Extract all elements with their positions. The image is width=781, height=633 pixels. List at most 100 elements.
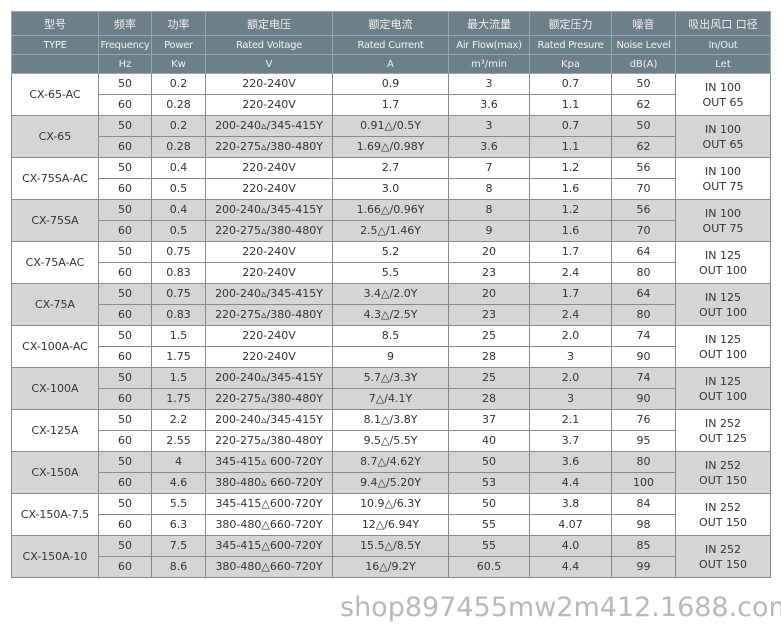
- header-en-cell: Rated Presure: [529, 35, 612, 55]
- rated-current-cell: 1.66△/0.96Y: [332, 199, 449, 221]
- table-row: CX-150A-10 50 7.5 345-415△600-720Y 15.5△/8.5…: [11, 535, 771, 578]
- noise-level-cell: 76: [611, 409, 676, 431]
- frequency-cell: 50: [98, 367, 152, 389]
- air-flow-cell: 7: [448, 157, 530, 179]
- noise-level-cell: 95: [611, 430, 676, 452]
- table-row: 60 6.3 380-480△660-720Y 12△/6.94Y 55 4.07 98: [12, 514, 771, 536]
- port-size: IN 125 OUT 100: [675, 241, 771, 284]
- outlet-size: OUT 150: [699, 557, 747, 571]
- rated-current-cell: 5.7△/3.3Y: [332, 367, 449, 389]
- rated-pressure-cell: 3: [529, 346, 612, 368]
- model-type: CX-150A: [11, 451, 99, 494]
- table-row: 60 0.83 220-275▵/380-480Y 4.3△/2.5Y 23 2.4 80: [12, 304, 771, 326]
- air-flow-cell: 28: [448, 388, 530, 410]
- table-row: 60 1.75 220-275▵/380-480Y 7△/4.1Y 28 3 90: [12, 388, 771, 410]
- rated-voltage-cell: 220-240V: [205, 157, 333, 179]
- table-row: CX-65-AC 50 0.2 220-240V 0.9 3 0.7 50 IN 100 OUT …: [11, 73, 771, 116]
- frequency-cell: 60: [98, 472, 152, 494]
- inlet-size: IN 125: [705, 332, 741, 346]
- rated-voltage-cell: 345-415▵ 600-720Y: [205, 451, 333, 473]
- air-flow-cell: 3: [448, 115, 530, 137]
- model-type: CX-65-AC: [11, 73, 99, 116]
- outlet-size: OUT 100: [699, 263, 747, 277]
- table-row: CX-100A 50 1.5 200-240▵/345-415Y 5.7△/3.3Y 25…: [11, 367, 771, 410]
- rated-pressure-cell: 4.4: [529, 556, 612, 578]
- noise-level-cell: 98: [611, 514, 676, 536]
- header-en-cell: In/Out: [675, 35, 771, 55]
- noise-level-cell: 56: [611, 157, 676, 179]
- air-flow-cell: 50: [448, 493, 530, 515]
- power-cell: 2.2: [151, 409, 206, 431]
- frequency-cell: 60: [98, 346, 152, 368]
- power-cell: 4: [151, 451, 206, 473]
- noise-level-cell: 100: [611, 472, 676, 494]
- frequency-cell: 50: [98, 115, 152, 137]
- inlet-size: IN 100: [705, 206, 741, 220]
- rated-current-cell: 0.91△/0.5Y: [332, 115, 449, 137]
- frequency-cell: 60: [98, 94, 152, 116]
- header-unit-cell: Kw: [151, 54, 206, 74]
- rated-current-cell: 7△/4.1Y: [332, 388, 449, 410]
- power-cell: 0.2: [151, 73, 206, 95]
- power-cell: 0.5: [151, 220, 206, 242]
- air-flow-cell: 28: [448, 346, 530, 368]
- header-en-cell: Rated Current: [332, 35, 449, 55]
- rated-voltage-cell: 380-480▵ 660-720Y: [205, 472, 333, 494]
- port-size: IN 100 OUT 65: [675, 73, 771, 116]
- noise-level-cell: 70: [611, 220, 676, 242]
- inlet-size: IN 100: [705, 122, 741, 136]
- rated-current-cell: 10.9△/6.3Y: [332, 493, 449, 515]
- outlet-size: OUT 125: [699, 431, 747, 445]
- power-cell: 0.5: [151, 178, 206, 200]
- header-cn-cell: 额定电压: [205, 11, 333, 36]
- inlet-size: IN 252: [705, 416, 741, 430]
- table-row: CX-150A-7.5 50 5.5 345-415△600-720Y 10.9△/6.…: [11, 493, 771, 536]
- port-size: IN 252 OUT 125: [675, 409, 771, 452]
- air-flow-cell: 3.6: [448, 94, 530, 116]
- inlet-size: IN 125: [705, 374, 741, 388]
- inlet-size: IN 100: [705, 164, 741, 178]
- rated-pressure-cell: 1.6: [529, 220, 612, 242]
- power-cell: 6.3: [151, 514, 206, 536]
- port-size: IN 100 OUT 75: [675, 157, 771, 200]
- rated-pressure-cell: 4.0: [529, 535, 612, 557]
- rated-voltage-cell: 220-240V: [205, 241, 333, 263]
- header-en-row: TYPE Frequency Power Rated Voltage Rated Cur…: [11, 35, 771, 55]
- rated-voltage-cell: 220-240V: [205, 346, 333, 368]
- rated-pressure-cell: 2.4: [529, 262, 612, 284]
- port-size: IN 125 OUT 100: [675, 367, 771, 410]
- noise-level-cell: 74: [611, 325, 676, 347]
- frequency-cell: 50: [98, 493, 152, 515]
- rated-voltage-cell: 200-240▵/345-415Y: [205, 283, 333, 305]
- frequency-cell: 50: [98, 325, 152, 347]
- power-cell: 1.75: [151, 346, 206, 368]
- power-cell: 8.6: [151, 556, 206, 578]
- frequency-cell: 60: [98, 178, 152, 200]
- frequency-cell: 60: [98, 556, 152, 578]
- air-flow-cell: 23: [448, 304, 530, 326]
- port-size: IN 252 OUT 150: [675, 535, 771, 578]
- air-flow-cell: 20: [448, 283, 530, 305]
- frequency-cell: 60: [98, 514, 152, 536]
- outlet-size: OUT 100: [699, 305, 747, 319]
- noise-level-cell: 80: [611, 262, 676, 284]
- header-unit-cell: m³/min: [448, 54, 530, 74]
- frequency-cell: 60: [98, 136, 152, 158]
- model-type: CX-150A-7.5: [11, 493, 99, 536]
- table-row: 60 0.28 220-275▵/380-480Y 1.69△/0.98Y 3.6 1.1…: [12, 136, 771, 158]
- rated-current-cell: 12△/6.94Y: [332, 514, 449, 536]
- table-row: CX-75SA 50 0.4 200-240▵/345-415Y 1.66△/0.96Y…: [11, 199, 771, 242]
- model-type: CX-150A-10: [11, 535, 99, 578]
- noise-level-cell: 90: [611, 346, 676, 368]
- model-type: CX-125A: [11, 409, 99, 452]
- table-body: CX-65-AC 50 0.2 220-240V 0.9 3 0.7 50 IN 100 OUT …: [11, 73, 771, 578]
- rated-current-cell: 9: [332, 346, 449, 368]
- header-unit-cell: [11, 54, 99, 74]
- air-flow-cell: 9: [448, 220, 530, 242]
- header-unit-cell: Let: [675, 54, 771, 74]
- frequency-cell: 50: [98, 283, 152, 305]
- air-flow-cell: 55: [448, 514, 530, 536]
- header-en-cell: TYPE: [11, 35, 99, 55]
- outlet-size: OUT 75: [702, 179, 744, 193]
- rated-current-cell: 3.0: [332, 178, 449, 200]
